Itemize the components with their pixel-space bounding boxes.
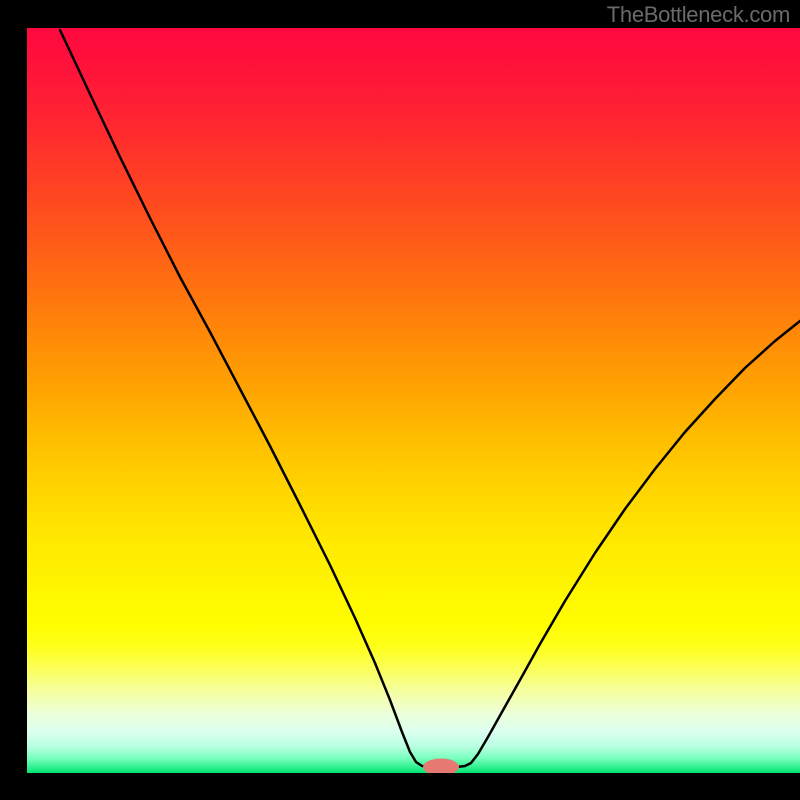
chart-container: TheBottleneck.com [0, 0, 800, 800]
optimal-marker [423, 759, 459, 776]
watermark-text: TheBottleneck.com [607, 2, 790, 28]
plot-background [27, 28, 800, 773]
bottleneck-chart [0, 0, 800, 800]
